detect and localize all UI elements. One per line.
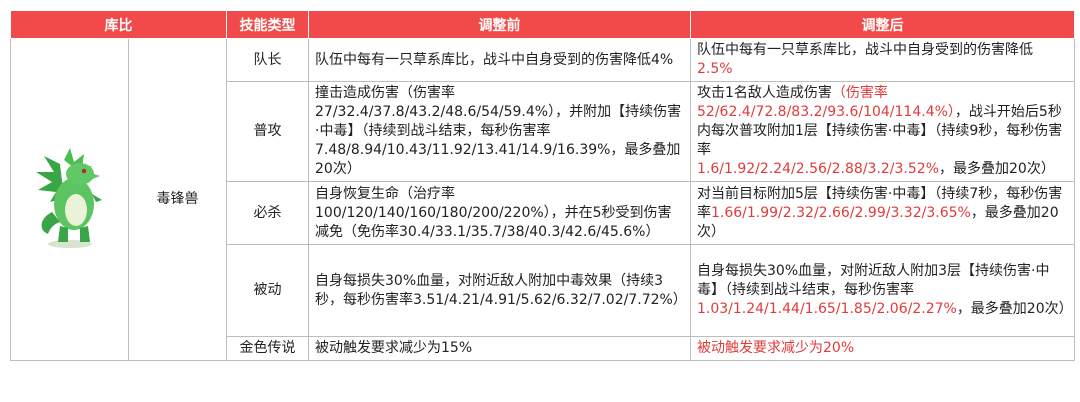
table-row: 金色传说 被动触发要求减少为15% 被动触发要求减少为20%: [11, 336, 1075, 361]
table-row: 必杀 自身恢复生命（治疗率100/120/140/160/180/200/220…: [11, 181, 1075, 245]
after-text-segment: ，最多叠加20次）: [697, 204, 1059, 240]
after-text: 对当前目标附加5层【持续伤害·中毒】（持续7秒，每秒伤害率1.66/1.99/2…: [690, 181, 1075, 245]
after-text-highlight: 1.6/1.92/2.24/2.56/2.88/3.2/3.52%: [697, 161, 939, 177]
monster-image-cell: [10, 38, 129, 361]
after-text-highlight: 1.03/1.24/1.44/1.65/1.85/2.06/2.27%: [697, 301, 957, 317]
after-text-segment: ，战斗开始后5秒内每次普攻附加1层【持续伤害·中毒】（持续9秒，每秒伤害率: [697, 104, 1063, 158]
table-header-row: 库比 技能类型 调整前 调整后: [10, 10, 1075, 39]
header-monster: 库比: [10, 10, 227, 39]
green-dinosaur-icon: [30, 142, 110, 252]
header-before: 调整前: [308, 10, 691, 39]
monster-name: 毒锋兽: [128, 38, 227, 361]
before-text: 自身恢复生命（治疗率100/120/140/160/180/200/220%），…: [308, 181, 691, 245]
skill-type: 队长: [226, 38, 309, 82]
after-text-segment: 对当前目标附加5层【持续伤害·中毒】（持续7秒，每秒伤害率: [697, 185, 1063, 221]
after-text-segment: ，最多叠加20次）: [956, 301, 1073, 317]
skill-type: 必杀: [226, 181, 309, 245]
skill-type: 金色传说: [226, 336, 309, 361]
before-text: 撞击造成伤害（伤害率27/32.4/37.8/43.2/48.6/54/59.4…: [308, 81, 691, 182]
skill-type: 被动: [226, 244, 309, 337]
skill-type: 普攻: [226, 81, 309, 182]
before-text: 自身每损失30%血量，对附近敌人附加中毒效果（持续3秒，每秒伤害率3.51/4.…: [308, 244, 691, 337]
after-text-segment: 队伍中每有一只草系库比，战斗中自身受到的伤害降低: [697, 42, 1033, 58]
before-text: 队伍中每有一只草系库比，战斗中自身受到的伤害降低4%: [308, 38, 691, 82]
after-text-highlight: 被动触发要求减少为20%: [697, 340, 855, 356]
header-skill-type: 技能类型: [226, 10, 309, 39]
table-row: 普攻 撞击造成伤害（伤害率27/32.4/37.8/43.2/48.6/54/5…: [11, 81, 1075, 182]
after-text-segment: ，最多叠加20次）: [939, 161, 1055, 177]
table-row: 毒锋兽 队长 队伍中每有一只草系库比，战斗中自身受到的伤害降低4% 队伍中每有一…: [10, 38, 1075, 361]
after-text: 自身每损失30%血量，对附近敌人附加3层【持续伤害·中毒】（持续到战斗结束，每秒…: [690, 244, 1075, 337]
skill-adjustment-table: 库比 技能类型 调整前 调整后: [10, 10, 1075, 361]
after-text-segment: 攻击1名敌人造成伤害: [697, 85, 832, 101]
after-text: 攻击1名敌人造成伤害（伤害率52/62.4/72.8/83.2/93.6/104…: [690, 81, 1075, 182]
before-text: 被动触发要求减少为15%: [308, 336, 691, 361]
after-text-highlight: 2.5%: [697, 61, 733, 77]
table-row: 被动 自身每损失30%血量，对附近敌人附加中毒效果（持续3秒，每秒伤害率3.51…: [11, 244, 1075, 337]
after-text: 被动触发要求减少为20%: [690, 336, 1075, 361]
after-text: 队伍中每有一只草系库比，战斗中自身受到的伤害降低 2.5%: [690, 38, 1075, 82]
after-text-highlight: （伤害率52/62.4/72.8/83.2/93.6/104/114.4%）: [697, 85, 955, 120]
after-text-segment: 自身每损失30%血量，对附近敌人附加3层【持续伤害·中毒】（持续到战斗结束，每秒…: [697, 263, 1050, 298]
after-text-highlight: 1.66/1.99/2.32/2.66/2.99/3.32/3.65%: [711, 204, 971, 221]
skill-adjustment-table-wrapper: 库比 技能类型 调整前 调整后: [10, 10, 1075, 361]
header-after: 调整后: [690, 10, 1075, 39]
